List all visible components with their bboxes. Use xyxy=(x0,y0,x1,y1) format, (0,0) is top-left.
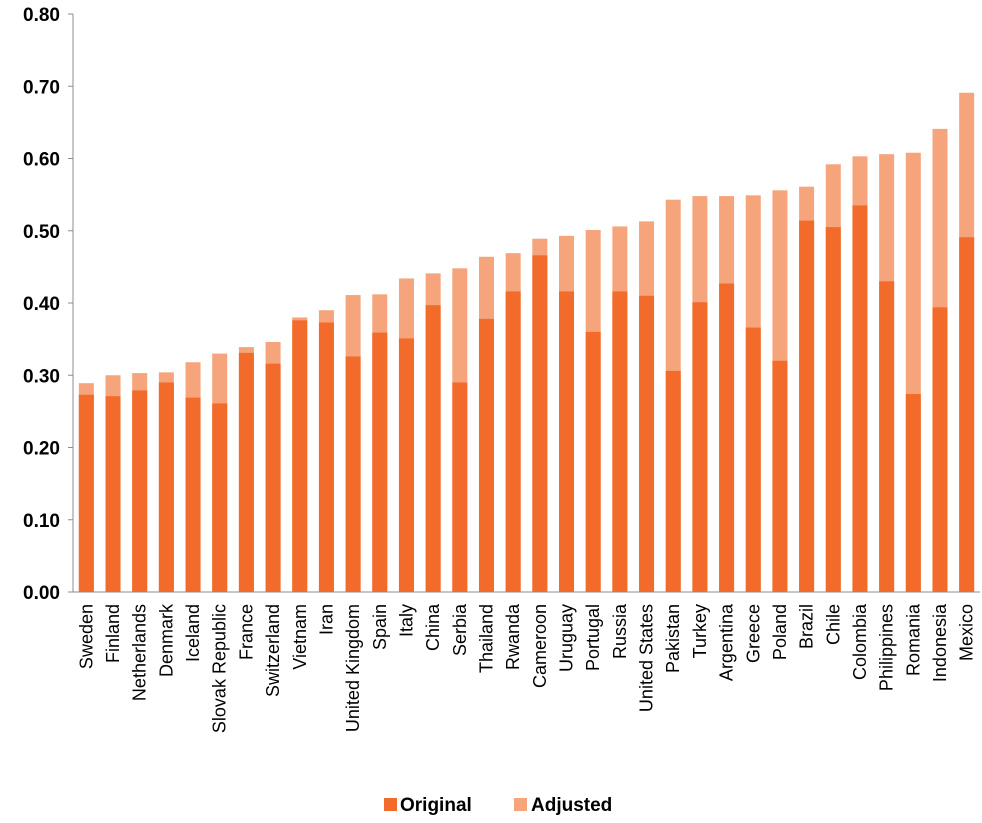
bar-original xyxy=(559,291,575,592)
y-tick-label: 0.20 xyxy=(23,439,60,460)
bar-original xyxy=(825,227,841,592)
bar-original xyxy=(879,281,895,592)
bar-original xyxy=(345,356,361,592)
y-tick-label: 0.00 xyxy=(23,583,60,604)
y-tick-label: 0.60 xyxy=(23,150,60,171)
x-tick-label: Cameroon xyxy=(530,604,550,688)
bar-original xyxy=(665,370,681,592)
x-tick-label: Italy xyxy=(396,604,416,637)
x-tick-label: France xyxy=(236,604,256,660)
bars-group xyxy=(78,92,975,593)
bar-original xyxy=(719,283,735,592)
x-tick-label: Netherlands xyxy=(130,604,150,701)
x-tick-label: Iran xyxy=(316,604,336,635)
bar-original xyxy=(692,302,708,592)
bar-original xyxy=(425,305,441,592)
bar-original xyxy=(452,382,468,592)
x-tick-label: Spain xyxy=(370,604,390,650)
legend-swatch-original xyxy=(384,798,397,811)
x-tick-label: Slovak Republic xyxy=(210,604,230,733)
x-tick-label: Indonesia xyxy=(930,603,950,682)
x-tick-label: United Kingdom xyxy=(343,604,363,732)
bar-original xyxy=(105,396,121,592)
bar-original xyxy=(932,307,948,592)
bar-original xyxy=(132,390,148,592)
bar-original xyxy=(372,332,388,592)
bar-original xyxy=(612,291,628,592)
bar-original xyxy=(238,352,254,592)
bar-original xyxy=(318,322,334,592)
x-tick-label: Russia xyxy=(610,603,630,659)
x-tick-label: Switzerland xyxy=(263,604,283,697)
x-tick-labels: Sweden Finland Netherlands Denmark Iceland Sl… xyxy=(76,603,976,733)
y-tick-label: 0.80 xyxy=(23,5,60,26)
bar-original xyxy=(212,403,228,592)
y-tick-label: 0.10 xyxy=(23,511,60,532)
y-tick-label: 0.50 xyxy=(23,222,60,243)
bar-original xyxy=(292,320,308,592)
x-tick-label: Argentina xyxy=(717,603,737,681)
x-tick-label: Brazil xyxy=(797,604,817,649)
x-tick-label: Turkey xyxy=(690,604,710,658)
x-tick-label: Portugal xyxy=(583,604,603,671)
y-tick-label: 0.70 xyxy=(23,77,60,98)
x-tick-label: Romania xyxy=(903,603,923,676)
x-tick-label: Poland xyxy=(770,604,790,660)
x-tick-label: Rwanda xyxy=(503,603,523,670)
bar-original xyxy=(959,237,975,592)
bar-original xyxy=(852,205,868,592)
bar-original xyxy=(505,291,521,592)
bar-original xyxy=(265,363,281,592)
x-tick-label: Serbia xyxy=(450,603,470,656)
bar-original xyxy=(745,327,761,592)
x-tick-label: United States xyxy=(637,604,657,712)
x-tick-label: Greece xyxy=(743,604,763,663)
legend-swatch-adjusted xyxy=(514,798,527,811)
bar-original xyxy=(185,397,201,592)
x-tick-label: Uruguay xyxy=(557,604,577,672)
x-tick-label: Colombia xyxy=(850,603,870,680)
bar-original xyxy=(398,338,414,592)
bar-original xyxy=(772,360,788,592)
y-tick-labels: 0.00 0.10 0.20 0.30 0.40 0.50 0.60 0.70 0.80 xyxy=(23,5,73,604)
x-tick-label: Denmark xyxy=(156,603,176,677)
legend-label-adjusted: Adjusted xyxy=(531,795,612,816)
x-tick-label: Thailand xyxy=(476,604,496,673)
bar-original xyxy=(532,255,548,592)
bar-original xyxy=(905,394,921,592)
axes-group xyxy=(72,14,980,593)
bar-original xyxy=(585,331,601,592)
y-tick-label: 0.30 xyxy=(23,366,60,387)
x-tick-label: Finland xyxy=(103,604,123,663)
x-tick-label: Chile xyxy=(823,604,843,645)
x-tick-label: Mexico xyxy=(957,604,977,661)
x-tick-label: Pakistan xyxy=(663,604,683,673)
y-tick-label: 0.40 xyxy=(23,294,60,315)
x-tick-label: China xyxy=(423,603,443,651)
x-tick-label: Iceland xyxy=(183,604,203,662)
x-tick-label: Philippines xyxy=(877,604,897,691)
bar-original xyxy=(78,394,94,592)
legend-label-original: Original xyxy=(400,795,472,816)
bar-original xyxy=(158,382,174,592)
x-tick-label: Sweden xyxy=(76,604,96,669)
bar-original xyxy=(478,318,494,592)
bar-original xyxy=(639,295,655,592)
x-tick-label: Vietnam xyxy=(290,604,310,670)
legend: Original Adjusted xyxy=(384,795,612,816)
bar-original xyxy=(799,220,815,592)
